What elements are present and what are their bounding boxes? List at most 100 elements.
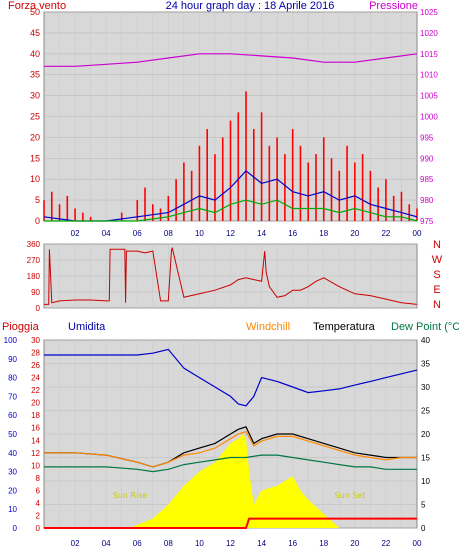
compass-label: W <box>432 254 443 266</box>
x-tick-label: 08 <box>164 539 173 548</box>
wind-tick-label: 10 <box>30 174 40 184</box>
x-tick-label: 08 <box>164 229 173 238</box>
compass-label: S <box>433 269 440 281</box>
x-tick-label: 20 <box>350 539 359 548</box>
x-tick-label: 02 <box>71 229 80 238</box>
x-tick-label: 16 <box>288 539 297 548</box>
direction-tick-label: 360 <box>27 240 41 249</box>
humidity-tick-label: 0 <box>13 524 18 533</box>
series-line-umidita <box>44 348 418 407</box>
temp-tick-label: 40 <box>421 336 430 345</box>
rain-tick-label: 24 <box>31 374 40 383</box>
sunset-label: Sun Set <box>335 491 366 500</box>
x-tick-label: 22 <box>381 539 390 548</box>
x-tick-label: 20 <box>350 229 359 238</box>
x-tick-label: 22 <box>381 229 390 238</box>
wind-tick-label: 20 <box>30 132 40 142</box>
pressure-tick-label: 975 <box>420 217 434 226</box>
x-tick-label: 12 <box>226 539 235 548</box>
humidity-tick-label: 100 <box>4 336 18 345</box>
series-line-pioggia <box>44 517 417 529</box>
x-tick-label: 12 <box>226 229 235 238</box>
x-tick-label: 00 <box>413 229 422 238</box>
x-tick-label: 06 <box>133 539 142 548</box>
pressure-tick-label: 980 <box>420 196 434 205</box>
dewpoint-legend: Dew Point (°C <box>391 321 459 333</box>
wind-tick-label: 35 <box>30 70 40 80</box>
rain-tick-label: 12 <box>31 449 40 458</box>
wind-tick-label: 30 <box>30 91 40 101</box>
wind-tick-label: 5 <box>35 195 40 205</box>
pressure-tick-label: 1015 <box>420 50 438 59</box>
x-tick-label: 00 <box>413 539 422 548</box>
direction-tick-label: 90 <box>31 288 40 297</box>
direction-tick-label: 180 <box>27 272 41 281</box>
pressure-tick-label: 1020 <box>420 29 438 38</box>
wind-tick-label: 0 <box>35 216 40 226</box>
x-tick-label: 14 <box>257 539 266 548</box>
pressure-axis-label: Pressione <box>369 0 418 12</box>
pressure-tick-label: 1025 <box>420 8 438 17</box>
temp-tick-label: 5 <box>421 501 426 510</box>
x-tick-label: 04 <box>102 539 111 548</box>
series-line-vento-medio <box>44 199 418 222</box>
rain-tick-label: 26 <box>31 361 40 370</box>
sunrise-label: Sun Rise <box>113 491 148 500</box>
solar-area <box>129 434 340 528</box>
wind-tick-label: 25 <box>30 112 40 122</box>
temp-tick-label: 10 <box>421 477 430 486</box>
rain-tick-label: 20 <box>31 399 40 408</box>
rain-axis-label: Pioggia <box>2 321 40 333</box>
humidity-tick-label: 30 <box>8 468 17 477</box>
x-tick-label: 10 <box>195 539 204 548</box>
rain-tick-label: 18 <box>31 411 40 420</box>
humidity-tick-label: 70 <box>8 392 17 401</box>
humidity-axis-label: Umidita <box>68 321 106 333</box>
series-line-pressione <box>44 53 418 67</box>
humidity-tick-label: 50 <box>8 430 17 439</box>
x-tick-label: 14 <box>257 229 266 238</box>
x-tick-label: 18 <box>319 539 328 548</box>
pressure-tick-label: 990 <box>420 154 434 163</box>
temp-tick-label: 0 <box>421 524 426 533</box>
compass-label: N <box>433 239 441 251</box>
pressure-tick-label: 1010 <box>420 71 438 80</box>
series-line-raffica <box>43 169 418 222</box>
wind-tick-label: 15 <box>30 153 40 163</box>
humidity-tick-label: 80 <box>8 374 17 383</box>
pressure-tick-label: 985 <box>420 175 434 184</box>
temp-tick-label: 30 <box>421 383 430 392</box>
direction-tick-label: 0 <box>36 304 41 313</box>
humidity-tick-label: 40 <box>8 449 17 458</box>
temp-tick-label: 20 <box>421 430 430 439</box>
rain-tick-label: 28 <box>31 349 40 358</box>
rain-tick-label: 6 <box>36 486 41 495</box>
rain-tick-label: 30 <box>31 336 40 345</box>
rain-tick-label: 10 <box>31 461 40 470</box>
x-tick-label: 06 <box>133 229 142 238</box>
x-tick-label: 16 <box>288 229 297 238</box>
x-tick-label: 04 <box>102 229 111 238</box>
rain-tick-label: 22 <box>31 386 40 395</box>
x-tick-label: 02 <box>71 539 80 548</box>
wind-axis-label: Forza vento <box>8 0 66 12</box>
rain-tick-label: 8 <box>36 474 41 483</box>
pressure-tick-label: 1005 <box>420 92 438 101</box>
series-line-direzione <box>44 247 418 305</box>
pressure-tick-label: 995 <box>420 133 434 142</box>
rain-tick-label: 0 <box>36 524 41 533</box>
compass-label: N <box>433 299 441 311</box>
compass-label: E <box>433 284 440 296</box>
rain-tick-label: 2 <box>36 511 41 520</box>
chart-title: 24 hour graph day : 18 Aprile 2016 <box>166 0 335 12</box>
humidity-tick-label: 90 <box>8 355 17 364</box>
x-tick-label: 18 <box>319 229 328 238</box>
x-tick-label: 10 <box>195 229 204 238</box>
humidity-tick-label: 10 <box>8 505 17 514</box>
temp-tick-label: 15 <box>421 454 430 463</box>
rain-tick-label: 14 <box>31 436 40 445</box>
temp-tick-label: 25 <box>421 407 430 416</box>
series-line-dew-point <box>44 454 417 473</box>
humidity-tick-label: 20 <box>8 486 17 495</box>
